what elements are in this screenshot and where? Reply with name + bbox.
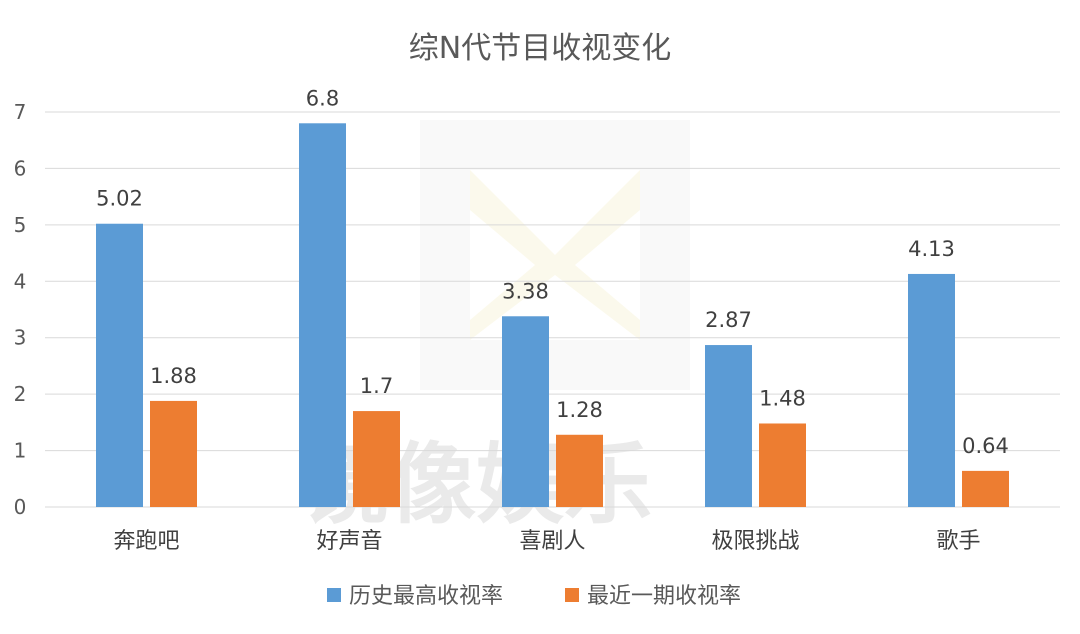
bar-series-1 bbox=[705, 345, 752, 507]
y-axis-ticks: 0 1 2 3 4 5 6 7 bbox=[14, 100, 27, 519]
y-tick-label: 7 bbox=[14, 100, 27, 124]
x-category-label: 歌手 bbox=[936, 529, 980, 554]
y-tick-label: 5 bbox=[14, 213, 27, 237]
legend: 历史最高收视率 最近一期收视率 bbox=[327, 584, 741, 609]
data-label: 6.8 bbox=[306, 86, 339, 110]
bar-series-1 bbox=[299, 123, 346, 508]
data-label: 5.02 bbox=[96, 187, 143, 211]
y-tick-label: 2 bbox=[14, 382, 27, 406]
data-label: 1.48 bbox=[759, 386, 806, 410]
data-label: 3.38 bbox=[502, 279, 549, 303]
y-tick-label: 4 bbox=[14, 269, 27, 293]
y-tick-label: 1 bbox=[14, 439, 27, 463]
data-labels: 5.02 1.88 6.8 1.7 3.38 1.28 2.87 1.48 4.13 0.64 bbox=[96, 86, 1009, 458]
x-axis-categories: 奔跑吧 好声音 喜剧人 极限挑战 歌手 bbox=[113, 529, 980, 554]
x-category-label: 奔跑吧 bbox=[113, 529, 179, 554]
grid-lines bbox=[45, 111, 1060, 508]
y-tick-label: 6 bbox=[14, 156, 27, 180]
watermark-logo bbox=[420, 120, 690, 390]
legend-label-series-1: 历史最高收视率 bbox=[349, 584, 503, 609]
bar-series-2 bbox=[150, 400, 197, 507]
data-label: 4.13 bbox=[908, 237, 955, 261]
bar-series-1 bbox=[502, 316, 549, 507]
bar-series-2 bbox=[556, 434, 603, 507]
legend-swatch-series-2 bbox=[565, 588, 579, 602]
y-tick-label: 3 bbox=[14, 326, 27, 350]
bar-series-1 bbox=[908, 273, 955, 507]
data-label: 2.87 bbox=[705, 308, 752, 332]
data-label: 1.7 bbox=[360, 374, 393, 398]
data-label: 1.88 bbox=[150, 364, 197, 388]
bar-series-1 bbox=[96, 223, 143, 507]
x-category-label: 极限挑战 bbox=[711, 529, 799, 554]
legend-label-series-2: 最近一期收视率 bbox=[587, 584, 741, 609]
chart-title: 综N代节目收视变化 bbox=[409, 31, 671, 66]
bar-series-2 bbox=[353, 411, 400, 507]
x-category-label: 好声音 bbox=[316, 529, 382, 554]
x-category-label: 喜剧人 bbox=[519, 529, 585, 554]
y-tick-label: 0 bbox=[14, 495, 27, 519]
legend-swatch-series-1 bbox=[327, 588, 341, 602]
data-label: 0.64 bbox=[962, 434, 1009, 458]
bar-series-2 bbox=[962, 470, 1009, 507]
data-label: 1.28 bbox=[556, 398, 603, 422]
bars bbox=[96, 123, 1009, 508]
bar-series-2 bbox=[759, 423, 806, 507]
